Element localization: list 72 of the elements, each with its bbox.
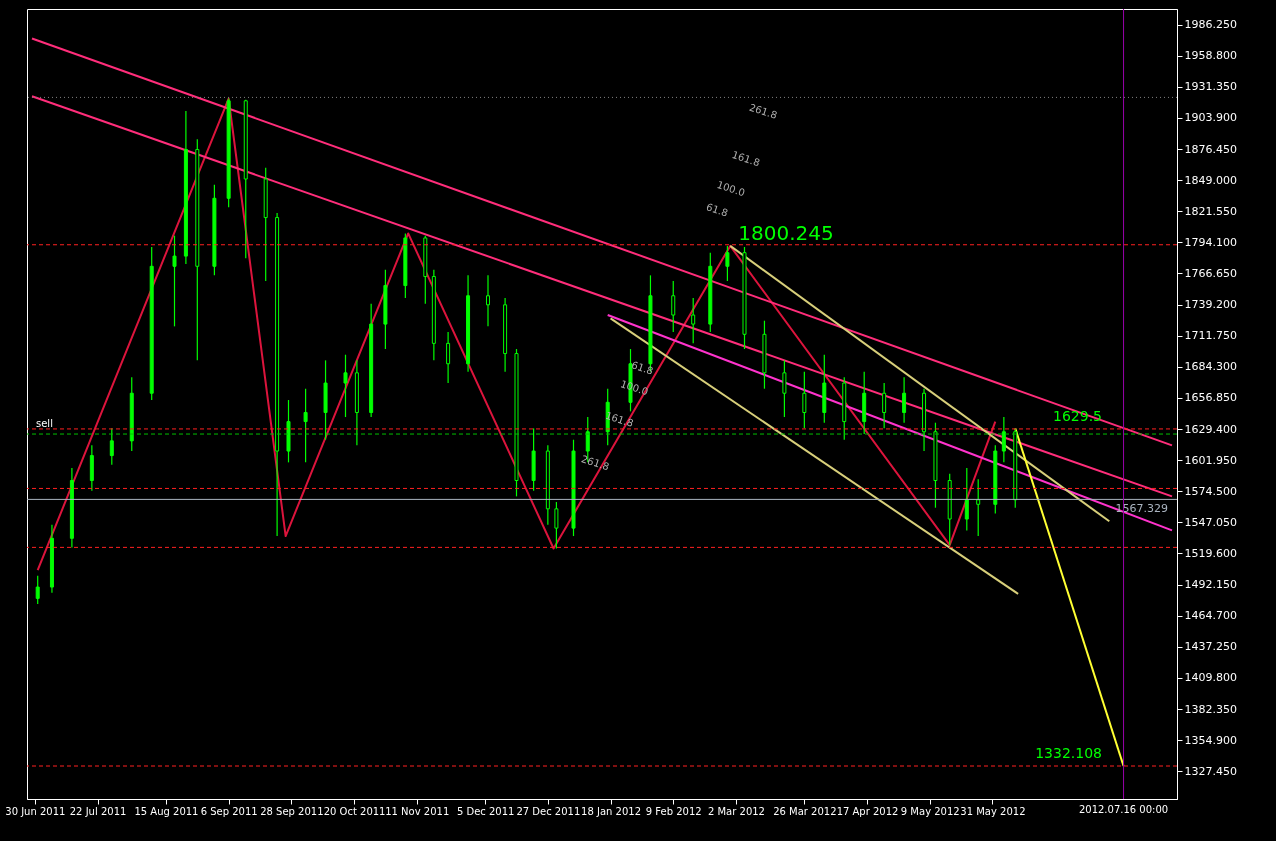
y-tick-label: 1354.900 xyxy=(1184,733,1237,747)
y-tick-label: 1684.300 xyxy=(1184,360,1237,374)
x-tick-label: 22 Jul 2011 xyxy=(69,805,127,817)
annotation: 100.0 xyxy=(715,178,747,199)
y-tick-label: 1629.400 xyxy=(1184,422,1237,436)
ref-line-label: 2012.07.16 00:00 xyxy=(1078,804,1169,815)
candlestick xyxy=(725,245,730,282)
candlestick xyxy=(902,376,907,424)
annotation: 61.8 xyxy=(630,359,655,377)
x-tick-label: 11 Nov 2011 xyxy=(385,805,450,817)
y-tick-label: 1739.200 xyxy=(1184,298,1237,312)
annotation: 161.8 xyxy=(730,148,762,169)
annotation: 100.0 xyxy=(619,378,650,398)
x-tick-label: 28 Sep 2011 xyxy=(260,805,324,817)
x-tick-label: 30 Jun 2011 xyxy=(5,805,66,817)
candlestick xyxy=(1001,416,1006,463)
candlestick xyxy=(964,467,969,531)
y-tick-label: 1958.800 xyxy=(1184,49,1237,63)
ref-line-label: 1332.108 xyxy=(1035,745,1102,762)
y-tick-label: 1327.450 xyxy=(1184,764,1237,778)
x-tick-label: 26 Mar 2012 xyxy=(773,805,837,817)
candlestick xyxy=(109,427,114,466)
y-tick-label: 1794.100 xyxy=(1184,235,1237,249)
y-tick-label: 1492.150 xyxy=(1184,578,1237,592)
y-tick-label: 1409.800 xyxy=(1184,671,1237,685)
y-tick-label: 1656.850 xyxy=(1184,391,1237,405)
candlestick xyxy=(343,354,348,418)
y-tick-label: 1519.600 xyxy=(1184,547,1237,560)
x-tick-label: 9 May 2012 xyxy=(900,805,960,817)
y-tick-label: 1821.550 xyxy=(1184,204,1237,218)
y-tick-label: 1876.450 xyxy=(1184,142,1237,156)
annotation: 1800.245 xyxy=(738,221,834,246)
x-tick-label: 9 Feb 2012 xyxy=(645,805,702,817)
x-tick-label: 27 Dec 2011 xyxy=(516,805,581,817)
x-tick-label: 2 Mar 2012 xyxy=(707,805,765,817)
candlestick xyxy=(486,274,490,327)
x-tick-label: 20 Oct 2011 xyxy=(323,805,386,817)
x-tick-label: 17 Apr 2012 xyxy=(836,805,899,817)
annotation: 61.8 xyxy=(704,201,730,219)
y-tick-label: 1437.250 xyxy=(1184,640,1237,654)
candlestick xyxy=(303,388,308,463)
x-tick-label: 6 Sep 2011 xyxy=(200,805,258,817)
annotation: 261.8 xyxy=(579,453,611,473)
x-tick-label: 5 Dec 2011 xyxy=(456,805,515,817)
candlestick xyxy=(172,235,177,327)
y-tick-label: 1711.750 xyxy=(1184,329,1237,343)
candlestick xyxy=(691,297,696,344)
y-tick-label: 1547.050 xyxy=(1184,515,1237,529)
line-series xyxy=(36,97,997,572)
y-tick-label: 1931.350 xyxy=(1184,80,1237,94)
candlestick xyxy=(554,501,559,550)
y-tick-label: 1986.250 xyxy=(1184,18,1237,32)
y-tick-label: 1464.700 xyxy=(1184,609,1237,623)
annotation: 261.8 xyxy=(747,101,779,121)
candlestick xyxy=(782,359,787,418)
y-tick-label: 1574.500 xyxy=(1184,484,1237,498)
y-tick-label: 1849.000 xyxy=(1184,173,1237,187)
y-tick-label: 1766.650 xyxy=(1184,266,1237,280)
candlestick xyxy=(976,478,981,537)
candlestick xyxy=(882,382,887,429)
x-tick-label: 15 Aug 2011 xyxy=(134,805,199,817)
candlestick xyxy=(35,575,40,605)
candlestick xyxy=(671,280,676,333)
x-tick-label: 18 Jan 2012 xyxy=(581,805,642,817)
y-tick-label: 1601.950 xyxy=(1184,453,1237,467)
candlestick xyxy=(802,371,807,429)
x-tick-label: 31 May 2012 xyxy=(960,805,1026,817)
ref-line-label: sell xyxy=(36,418,53,430)
y-tick-label: 1382.350 xyxy=(1184,702,1237,716)
candlestick xyxy=(446,331,451,384)
annotation: 161.8 xyxy=(604,409,635,429)
y-tick-label: 1903.900 xyxy=(1184,111,1237,125)
